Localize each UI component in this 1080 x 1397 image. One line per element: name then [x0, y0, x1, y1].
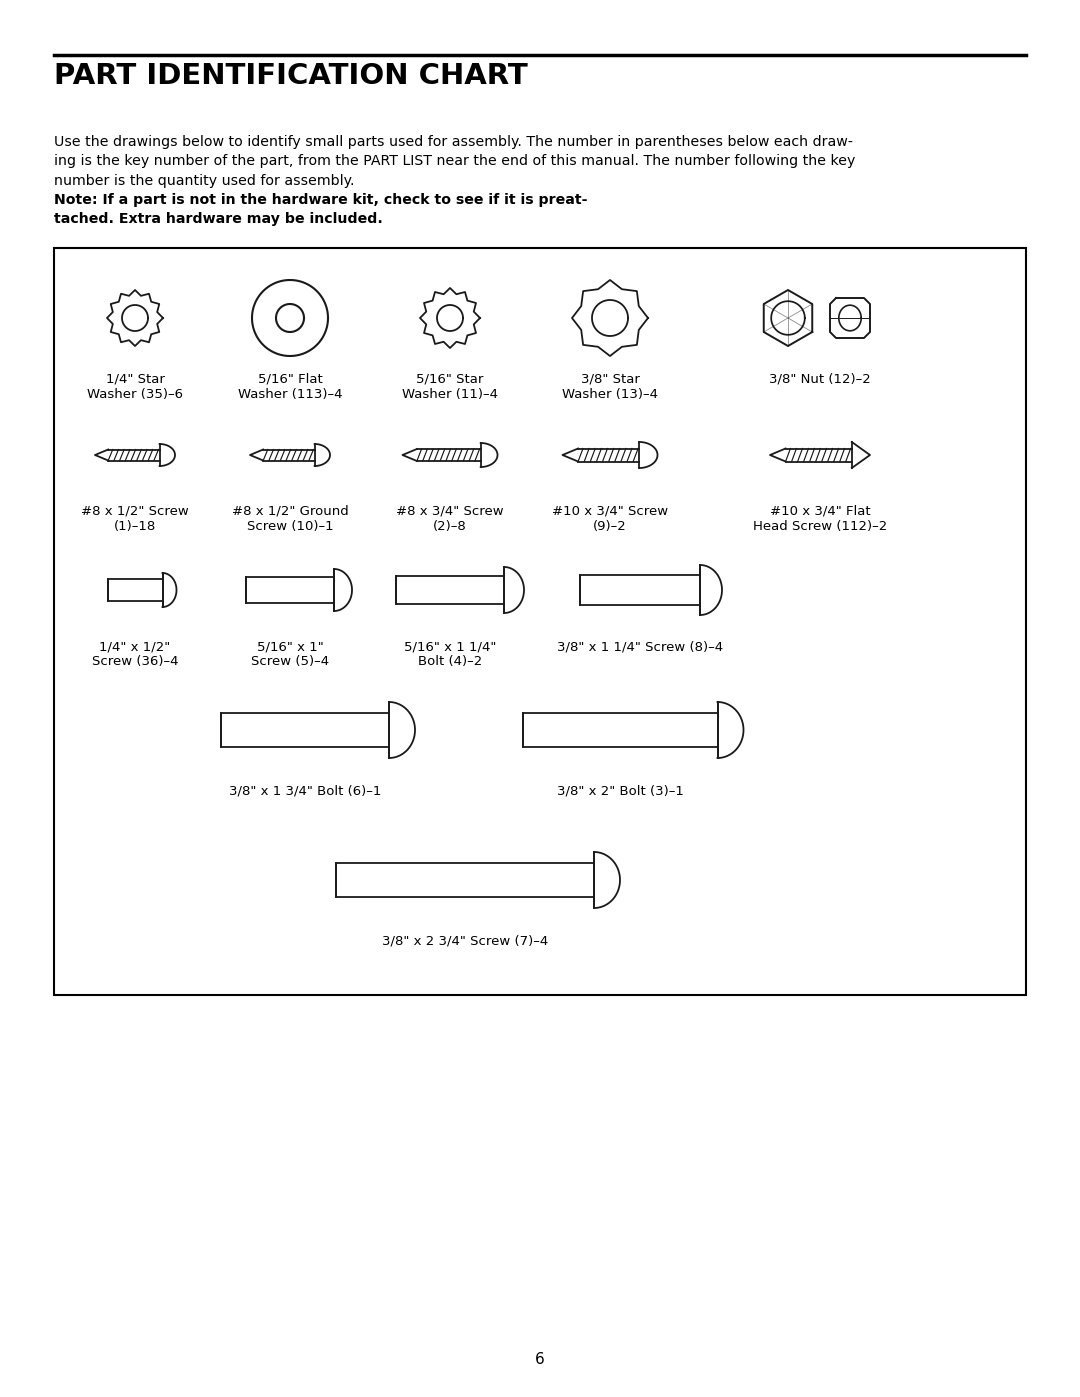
Text: 3/8" x 2 3/4" Screw (7)–4: 3/8" x 2 3/4" Screw (7)–4	[382, 935, 549, 949]
Text: #10 x 3/4" Screw
(9)–2: #10 x 3/4" Screw (9)–2	[552, 504, 669, 534]
Text: 1/4" Star
Washer (35)–6: 1/4" Star Washer (35)–6	[87, 373, 183, 401]
Text: 6: 6	[535, 1352, 545, 1368]
Bar	[54, 249, 1026, 995]
Text: 3/8" x 1 3/4" Bolt (6)–1: 3/8" x 1 3/4" Bolt (6)–1	[229, 785, 381, 798]
Bar	[221, 712, 389, 747]
Bar	[108, 578, 162, 601]
Text: 3/8" x 1 1/4" Screw (8)–4: 3/8" x 1 1/4" Screw (8)–4	[557, 640, 724, 652]
Text: #8 x 3/4" Screw
(2)–8: #8 x 3/4" Screw (2)–8	[396, 504, 503, 534]
Text: 3/8" Nut (12)–2: 3/8" Nut (12)–2	[769, 373, 870, 386]
Text: #8 x 1/2" Screw
(1)–18: #8 x 1/2" Screw (1)–18	[81, 504, 189, 534]
Text: 5/16" Star
Washer (11)–4: 5/16" Star Washer (11)–4	[402, 373, 498, 401]
Bar	[336, 863, 594, 897]
Text: 5/16" x 1 1/4"
Bolt (4)–2: 5/16" x 1 1/4" Bolt (4)–2	[404, 640, 496, 668]
Bar	[580, 576, 700, 605]
Text: #8 x 1/2" Ground
Screw (10)–1: #8 x 1/2" Ground Screw (10)–1	[231, 504, 349, 534]
Text: PART IDENTIFICATION CHART: PART IDENTIFICATION CHART	[54, 61, 528, 89]
Text: Note: If a part is not in the hardware kit, check to see if it is preat-
tached.: Note: If a part is not in the hardware k…	[54, 193, 588, 226]
Text: 5/16" x 1"
Screw (5)–4: 5/16" x 1" Screw (5)–4	[251, 640, 329, 668]
Bar	[246, 577, 334, 604]
Text: 3/8" x 2" Bolt (3)–1: 3/8" x 2" Bolt (3)–1	[556, 785, 684, 798]
Text: Use the drawings below to identify small parts used for assembly. The number in : Use the drawings below to identify small…	[54, 136, 855, 189]
Text: 1/4" x 1/2"
Screw (36)–4: 1/4" x 1/2" Screw (36)–4	[92, 640, 178, 668]
Text: #10 x 3/4" Flat
Head Screw (112)–2: #10 x 3/4" Flat Head Screw (112)–2	[753, 504, 887, 534]
Text: 5/16" Flat
Washer (113)–4: 5/16" Flat Washer (113)–4	[238, 373, 342, 401]
Bar	[396, 576, 504, 604]
Text: 3/8" Star
Washer (13)–4: 3/8" Star Washer (13)–4	[562, 373, 658, 401]
Bar	[523, 712, 717, 747]
